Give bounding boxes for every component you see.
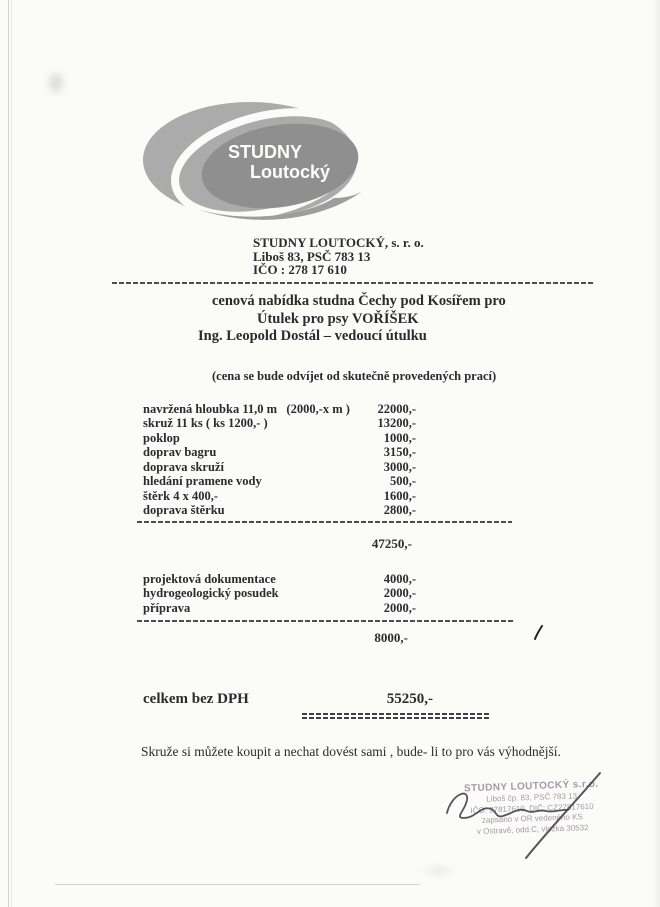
price-item-label: štěrk 4 x 400,-: [143, 488, 218, 503]
price-item-amount: 1600,-: [383, 488, 416, 503]
logo-white-swoosh: [171, 108, 361, 220]
price-item-amount: 2000,-: [383, 586, 416, 601]
price-row: hledání pramene vody 500,-: [143, 474, 416, 488]
price-item-amount: 3000,-: [383, 459, 416, 474]
dashed-divider-1: [112, 282, 595, 284]
scan-artifact-left-edge-line-2: [11, 0, 12, 907]
pen-mark-artifact: [534, 625, 543, 640]
price-row: poklop 1000,-: [143, 431, 416, 445]
price-item-amount: 13200,-: [377, 416, 416, 431]
dashed-divider-2: [137, 521, 512, 523]
price-row: skruž 11 ks ( ks 1200,- ) 13200,-: [143, 416, 416, 430]
double-underline-top: [302, 713, 490, 715]
logo-text-loutocky: Loutocký: [250, 162, 330, 182]
price-item-amount: 4000,-: [383, 572, 416, 586]
price-item-label: doprava štěrku: [143, 503, 225, 518]
quote-title-line3: Ing. Leopold Dostál – vedoucí útulku: [198, 328, 427, 344]
price-row: navržená hloubka 11,0 m (2000,-x m ) 220…: [143, 402, 416, 416]
subtotal-1: 47250,-: [371, 536, 412, 551]
price-item-amount: 22000,-: [377, 402, 416, 416]
company-ico: IČO : 278 17 610: [253, 262, 347, 278]
subtotal-2: 8000,-: [374, 630, 408, 645]
price-item-label: doprav bagru: [143, 445, 217, 460]
price-row: doprava skruží 3000,-: [143, 460, 416, 474]
price-item-label: příprava: [143, 600, 191, 615]
logo-text-studny: STUDNY: [228, 142, 302, 162]
scan-artifact-smudge: [44, 68, 68, 98]
price-list-block-2: projektová dokumentace 4000,- hydrogeolo…: [143, 572, 416, 615]
scan-artifact-smudge: [418, 862, 458, 880]
price-item-label: navržená hloubka 11,0 m (2000,-x m ): [143, 402, 350, 416]
price-item-label: poklop: [143, 430, 180, 445]
footnote-text: Skruže si můžete koupit a nechat dovést …: [141, 744, 561, 759]
scan-artifact-left-edge-line: [8, 0, 9, 907]
dashed-divider-3: [137, 620, 513, 622]
company-address: Liboš 83, PSČ 783 13: [253, 248, 371, 264]
signature-scribble: [446, 772, 601, 859]
price-item-label: hledání pramene vody: [143, 474, 262, 489]
double-underline-bottom: [302, 717, 490, 719]
price-row: doprav bagru 3150,-: [143, 445, 416, 459]
company-logo: STUDNY Loutocký: [143, 102, 364, 220]
total-label: celkem bez DPH: [143, 691, 249, 707]
price-disclaimer-note: (cena se bude odvíjet od skutečně proved…: [212, 369, 497, 383]
scan-artifact-faint-line: [55, 884, 420, 885]
price-item-amount: 2800,-: [383, 503, 416, 518]
price-list-block-1: navržená hloubka 11,0 m (2000,-x m ) 220…: [143, 402, 416, 518]
quote-title-line2: Útulek pro psy VOŘÍŠEK: [257, 310, 419, 327]
price-item-amount: 3150,-: [383, 445, 416, 460]
price-item-label: projektová dokumentace: [143, 572, 276, 586]
price-item-label: hydrogeologický posudek: [143, 586, 279, 601]
price-row: příprava 2000,-: [143, 601, 416, 615]
price-item-amount: 2000,-: [383, 600, 416, 615]
company-header: STUDNY LOUTOCKÝ, s. r. o. Liboš 83, PSČ …: [253, 236, 424, 277]
price-item-label: doprava skruží: [143, 459, 224, 474]
logo-inner-ellipse: [201, 123, 359, 209]
price-row: projektová dokumentace 4000,-: [143, 572, 416, 586]
price-row: doprava štěrku 2800,-: [143, 503, 416, 517]
scan-artifact-right-shade: [653, 0, 660, 907]
logo-tail-swoosh: [194, 190, 364, 220]
price-row: štěrk 4 x 400,- 1600,-: [143, 489, 416, 503]
price-item-amount: 500,-: [389, 474, 416, 489]
price-item-amount: 1000,-: [383, 430, 416, 445]
price-item-label: skruž 11 ks ( ks 1200,- ): [143, 416, 268, 431]
quote-title-line1: cenová nabídka studna Čechy pod Kosířem …: [212, 293, 506, 309]
price-row: hydrogeologický posudek 2000,-: [143, 586, 416, 600]
total-amount: 55250,-: [386, 691, 433, 707]
company-name: STUDNY LOUTOCKÝ, s. r. o.: [253, 235, 424, 250]
